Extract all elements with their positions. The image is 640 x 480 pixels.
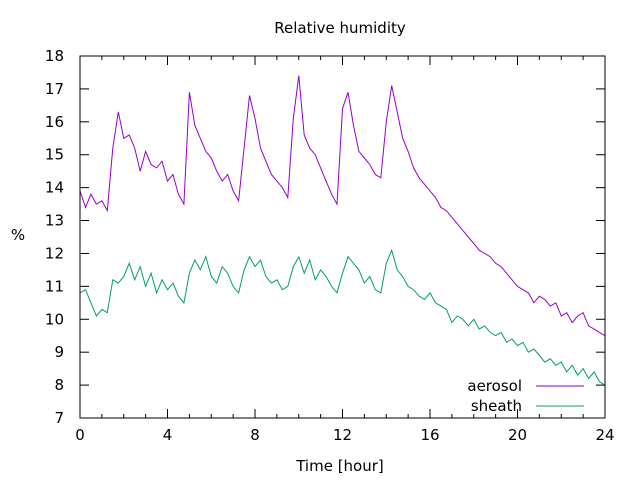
chart-title: Relative humidity (274, 19, 406, 37)
y-tick-label: 8 (54, 376, 64, 394)
legend-label-aerosol: aerosol (467, 377, 522, 395)
y-tick-label: 11 (45, 277, 64, 295)
y-tick-label: 17 (45, 80, 64, 98)
series-lines (79, 75, 606, 386)
y-tick-label: 14 (45, 179, 64, 197)
x-tick-label: 8 (250, 426, 260, 444)
y-tick-label: 16 (45, 113, 64, 131)
x-tick-label: 20 (508, 426, 527, 444)
y-tick-label: 7 (54, 409, 64, 427)
x-axis-label: Time [hour] (295, 457, 384, 475)
x-tick-label: 24 (595, 426, 614, 444)
y-axis-label: % (11, 226, 25, 244)
axis-ticks: 0 4 8 12 16 20 24 7 8 9 10 11 12 13 14 15 16 17 18 (45, 47, 615, 444)
legend: aerosol sheath (467, 377, 584, 415)
x-tick-label: 12 (333, 426, 352, 444)
x-tick-label: 0 (75, 426, 85, 444)
legend-label-sheath: sheath (471, 397, 522, 415)
y-tick-label: 9 (54, 343, 64, 361)
series-line-aerosol (79, 75, 606, 337)
y-tick-label: 12 (45, 244, 64, 262)
y-tick-label: 18 (45, 47, 64, 65)
x-tick-label: 4 (163, 426, 173, 444)
series-line-sheath (79, 248, 606, 386)
y-tick-label: 15 (45, 146, 64, 164)
y-tick-label: 10 (45, 310, 64, 328)
plot-frame (79, 55, 606, 419)
y-tick-label: 13 (45, 212, 64, 230)
x-tick-label: 16 (420, 426, 439, 444)
